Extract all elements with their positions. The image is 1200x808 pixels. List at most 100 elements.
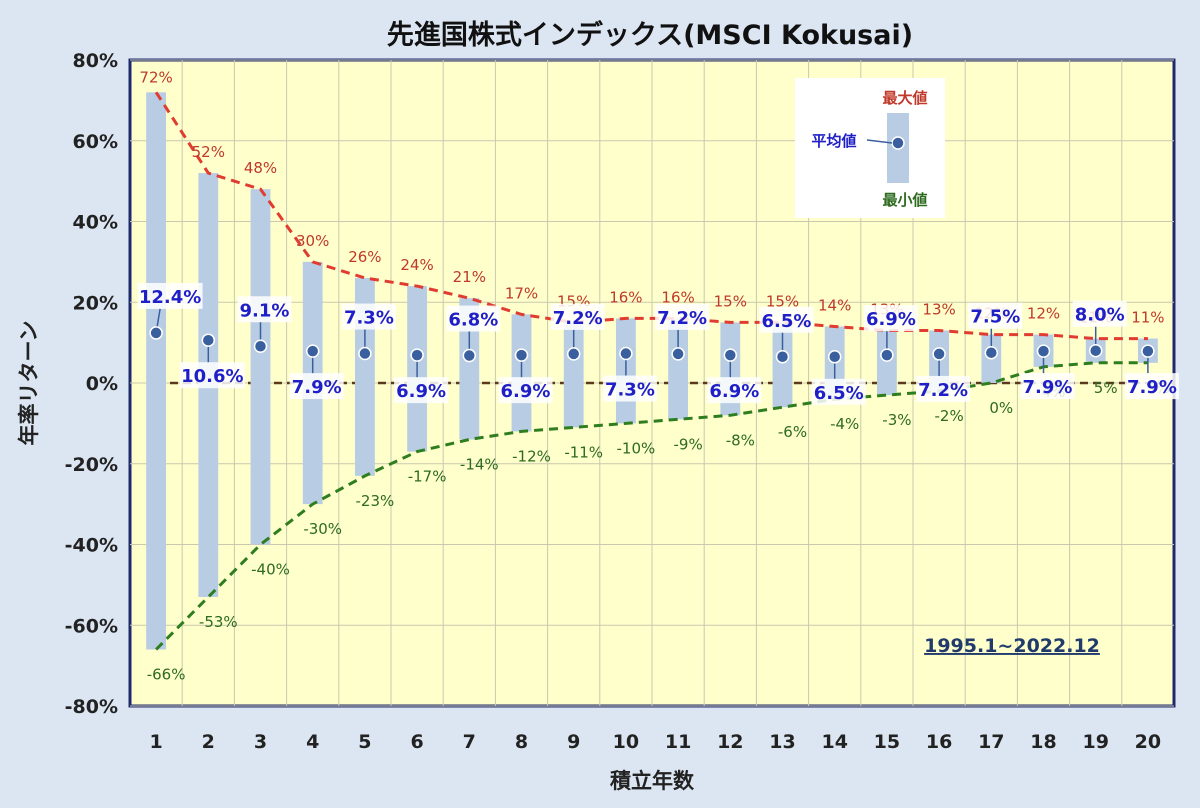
x-tick-label: 17 bbox=[978, 731, 1004, 753]
max-data-label: 15% bbox=[714, 292, 747, 310]
min-data-label: 5% bbox=[1094, 379, 1118, 397]
avg-data-label: 8.0% bbox=[1075, 305, 1125, 326]
max-data-label: 72% bbox=[139, 68, 172, 86]
y-tick-label: 0% bbox=[86, 373, 118, 395]
min-data-label: -2% bbox=[934, 407, 963, 425]
legend-max-label: 最大値 bbox=[882, 89, 927, 107]
avg-point bbox=[984, 345, 999, 360]
avg-label-bg bbox=[916, 375, 971, 402]
avg-point bbox=[1141, 344, 1155, 358]
avg-label-bg bbox=[446, 305, 501, 332]
legend: 最大値 平均値 最小値 bbox=[795, 78, 945, 218]
avg-label-bg bbox=[394, 377, 449, 404]
min-data-label: -17% bbox=[408, 468, 447, 486]
min-data-label: -10% bbox=[617, 439, 656, 457]
legend-avg-label: 平均値 bbox=[811, 132, 856, 150]
min-data-label: -4% bbox=[830, 415, 859, 433]
legend-avg-connector bbox=[866, 139, 893, 144]
avg-data-label: 9.1% bbox=[240, 300, 290, 321]
min-data-label: -23% bbox=[356, 492, 395, 510]
max-data-label: 12% bbox=[1027, 305, 1060, 323]
min-data-label: -11% bbox=[564, 443, 603, 461]
y-tick-label: -40% bbox=[65, 535, 118, 557]
avg-data-label: 7.5% bbox=[970, 307, 1020, 328]
range-bar bbox=[668, 318, 689, 420]
avg-data-label: 6.5% bbox=[814, 383, 864, 404]
avg-data-label: 6.9% bbox=[866, 309, 916, 330]
min-data-label: -53% bbox=[199, 613, 238, 631]
avg-label-bg bbox=[968, 302, 1023, 329]
avg-point bbox=[566, 347, 581, 361]
x-tick-label: 20 bbox=[1135, 731, 1161, 753]
avg-data-label: 7.2% bbox=[918, 380, 968, 401]
x-tick-label: 5 bbox=[358, 731, 371, 753]
max-data-label: 14% bbox=[818, 296, 851, 314]
max-data-label: 24% bbox=[400, 256, 433, 274]
range-bar bbox=[876, 330, 897, 396]
avg-data-label: 7.3% bbox=[605, 380, 655, 401]
avg-point bbox=[619, 346, 633, 361]
y-tick-label: 80% bbox=[73, 50, 118, 72]
avg-points: 12.4% 10.6% 9.1% 7.9% 7.3% 6.9% 6.8% 6.9% 7.2% 7.… bbox=[137, 282, 1179, 405]
y-axis-label: 年率リターン bbox=[17, 321, 41, 446]
min-data-label: -8% bbox=[726, 431, 755, 449]
period-annotation: 1995.1~2022.12 bbox=[924, 635, 1100, 657]
x-tick-label: 19 bbox=[1082, 731, 1108, 753]
max-data-label: 52% bbox=[192, 143, 225, 161]
avg-data-label: 6.9% bbox=[501, 381, 551, 402]
x-tick-label: 13 bbox=[769, 731, 795, 753]
max-data-label: 13% bbox=[922, 301, 955, 319]
avg-data-label: 12.4% bbox=[139, 287, 201, 308]
x-tick-label: 15 bbox=[874, 731, 900, 753]
avg-label-bg bbox=[707, 377, 762, 404]
min-data-label: -66% bbox=[147, 665, 186, 683]
max-data-label: 16% bbox=[609, 288, 642, 306]
x-axis-label: 積立年数 bbox=[610, 769, 695, 793]
avg-point bbox=[305, 344, 320, 358]
avg-label-bg bbox=[550, 303, 605, 330]
y-tick-label: -20% bbox=[65, 454, 118, 476]
avg-point bbox=[514, 348, 529, 362]
x-tick-label: 2 bbox=[202, 731, 215, 753]
y-tick-label: -80% bbox=[65, 696, 118, 718]
avg-label-bg bbox=[289, 373, 344, 400]
avg-data-label: 7.9% bbox=[1023, 377, 1073, 398]
max-data-label: 17% bbox=[505, 284, 538, 302]
avg-point bbox=[671, 347, 685, 361]
avg-data-label: 6.9% bbox=[396, 381, 446, 402]
y-tick-label: -60% bbox=[65, 615, 118, 637]
x-tick-label: 10 bbox=[613, 731, 639, 753]
avg-label-bg bbox=[759, 306, 814, 333]
range-bar bbox=[250, 189, 271, 545]
avg-data-label: 7.2% bbox=[657, 308, 707, 329]
avg-label-bg bbox=[602, 375, 657, 402]
avg-point bbox=[880, 348, 894, 362]
max-data-label: 15% bbox=[766, 292, 799, 310]
x-tick-label: 8 bbox=[515, 731, 528, 753]
avg-point bbox=[253, 339, 268, 354]
x-tick-label: 16 bbox=[926, 731, 952, 753]
max-data-label: 11% bbox=[1131, 309, 1164, 327]
avg-label-bg bbox=[341, 303, 396, 330]
min-data-label: -9% bbox=[673, 435, 702, 453]
avg-point bbox=[462, 348, 477, 363]
avg-data-label: 7.2% bbox=[553, 308, 603, 329]
avg-data-label: 7.9% bbox=[292, 377, 342, 398]
avg-label-bg bbox=[498, 377, 553, 404]
min-data-label: 0% bbox=[989, 399, 1013, 417]
avg-label-bg bbox=[655, 303, 710, 330]
avg-point bbox=[723, 348, 738, 362]
x-tick-label: 4 bbox=[306, 731, 319, 753]
min-series-line bbox=[155, 361, 1148, 651]
range-bar bbox=[459, 298, 480, 440]
min-data-label: -6% bbox=[778, 423, 807, 441]
avg-label-bg bbox=[1124, 373, 1179, 400]
max-data-label: 16% bbox=[661, 288, 694, 306]
avg-data-label: 7.3% bbox=[344, 308, 394, 329]
min-data-label: -3% bbox=[882, 411, 911, 429]
avg-point bbox=[932, 347, 946, 361]
avg-data-label: 6.8% bbox=[448, 310, 498, 331]
min-data-label: -30% bbox=[303, 520, 342, 538]
x-tick-label: 3 bbox=[254, 731, 267, 753]
